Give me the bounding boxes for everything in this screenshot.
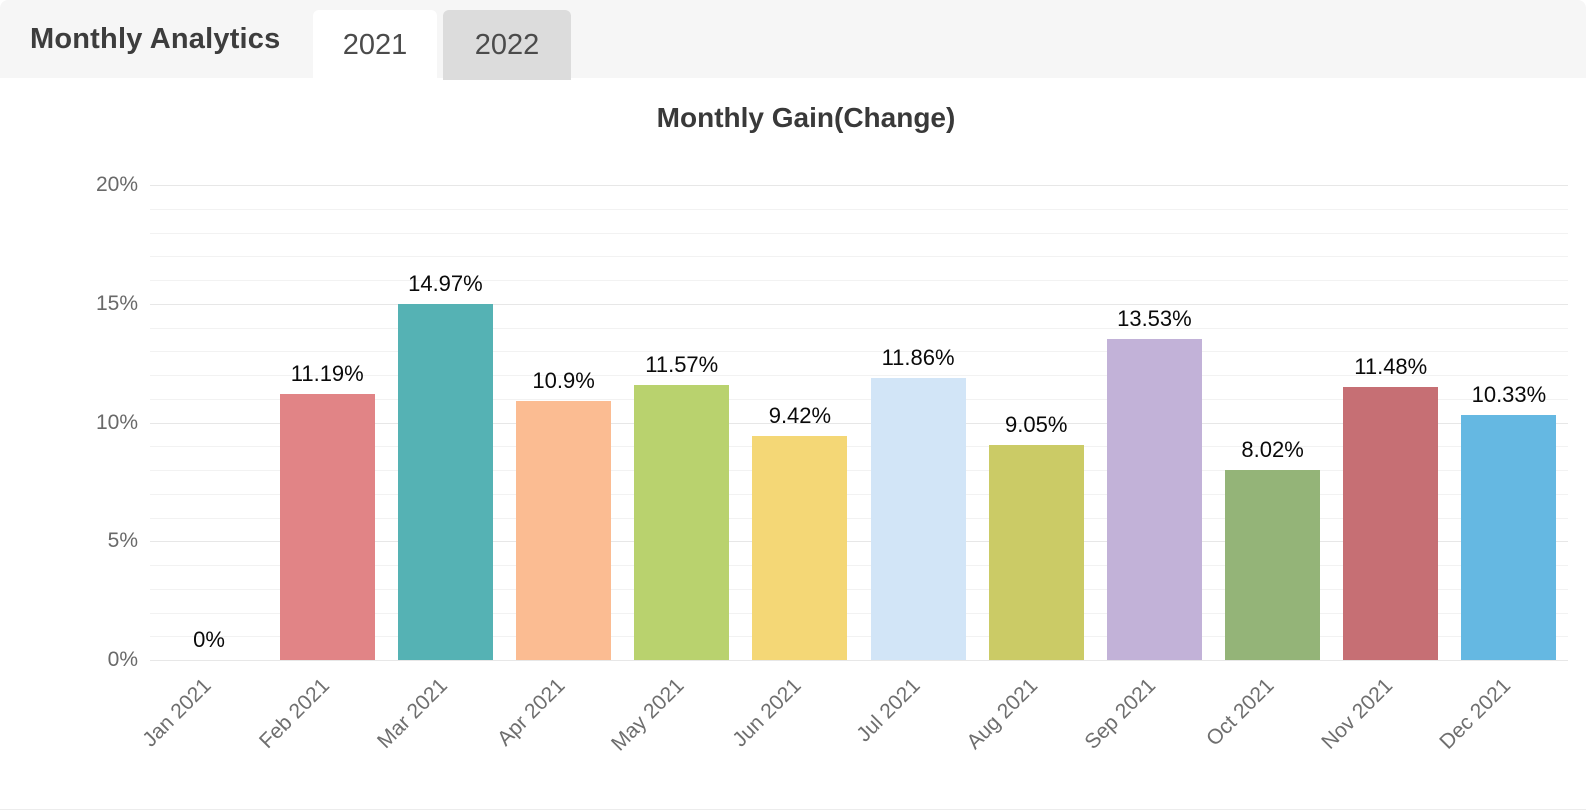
bar-feb-2021[interactable] bbox=[279, 394, 375, 660]
gridline bbox=[150, 565, 1568, 566]
panel-title: Monthly Analytics bbox=[30, 22, 281, 55]
tab-2022[interactable]: 2022 bbox=[443, 10, 571, 80]
tab-bar: Monthly Analytics 2021 2022 bbox=[0, 0, 1586, 80]
bar-value-label: 0% bbox=[193, 627, 225, 652]
bar-sep-2021[interactable] bbox=[1106, 338, 1202, 660]
bar-nov-2021[interactable] bbox=[1343, 387, 1439, 660]
x-axis-tick-text: May 2021 bbox=[606, 674, 689, 756]
x-axis-tick-text: Jun 2021 bbox=[728, 674, 807, 752]
gridline bbox=[150, 470, 1568, 471]
y-axis-tick-label: 15% bbox=[95, 291, 138, 315]
gridline bbox=[150, 422, 1568, 424]
bar-value-label: 9.05% bbox=[1005, 412, 1068, 438]
gridline bbox=[150, 398, 1568, 400]
gridline bbox=[150, 303, 1568, 305]
tab-2021[interactable]: 2021 bbox=[313, 10, 437, 80]
x-axis-tick-text: Oct 2021 bbox=[1202, 674, 1279, 751]
bar-value-label: 11.57% bbox=[645, 352, 719, 378]
gridline bbox=[150, 493, 1568, 495]
gridline bbox=[150, 375, 1568, 376]
gridline bbox=[150, 541, 1568, 543]
x-axis-tick-text: Aug 2021 bbox=[962, 674, 1043, 754]
x-axis-tick-text: Jan 2021 bbox=[137, 674, 216, 752]
x-axis-tick-text: Nov 2021 bbox=[1317, 674, 1398, 754]
y-axis-tick-label: 0% bbox=[107, 648, 138, 671]
gridline bbox=[150, 351, 1568, 353]
plot-area: 0% 5% 10% 15% 20% 0% Jan 2021 11.19% Feb 2021 14.… bbox=[0, 78, 1586, 810]
bar-aug-2021[interactable] bbox=[988, 445, 1084, 660]
bar-apr-2021[interactable] bbox=[516, 401, 612, 660]
bar-dec-2021[interactable] bbox=[1461, 414, 1557, 660]
gridline bbox=[150, 280, 1568, 281]
gridline bbox=[150, 208, 1568, 210]
bar-value-label: 8.02% bbox=[1241, 436, 1304, 462]
bar-value-label: 10.9% bbox=[532, 368, 595, 394]
bar-value-label: 10.33% bbox=[1471, 381, 1547, 407]
bar-value-label: 14.97% bbox=[408, 271, 483, 297]
gridline bbox=[150, 232, 1568, 234]
x-axis-tick-text: Apr 2021 bbox=[493, 674, 570, 751]
bar-value-label: 9.42% bbox=[768, 403, 832, 429]
gridline bbox=[150, 256, 1568, 258]
gridline bbox=[150, 517, 1568, 519]
bar-value-label: 11.48% bbox=[1354, 354, 1428, 380]
bar-value-label: 11.19% bbox=[290, 361, 364, 387]
bar-mar-2021[interactable] bbox=[397, 304, 493, 660]
bar-jul-2021[interactable] bbox=[870, 378, 966, 660]
bar-jun-2021[interactable] bbox=[752, 436, 848, 660]
bar-value-label: 13.53% bbox=[1117, 305, 1192, 331]
bar-oct-2021[interactable] bbox=[1225, 469, 1321, 660]
bar-may-2021[interactable] bbox=[634, 385, 730, 660]
gridline bbox=[150, 446, 1568, 448]
bar-value-label: 11.86% bbox=[881, 345, 955, 371]
y-axis-tick-label: 20% bbox=[95, 173, 138, 196]
x-axis-tick-text: Mar 2021 bbox=[372, 674, 452, 753]
y-axis-tick-label: 10% bbox=[95, 410, 138, 434]
gridline bbox=[150, 660, 1568, 661]
x-axis-tick-text: Sep 2021 bbox=[1080, 674, 1161, 754]
chart-title: Monthly Gain(Change) bbox=[656, 102, 956, 133]
gridline bbox=[150, 636, 1568, 638]
gridline bbox=[150, 185, 1568, 186]
gridline bbox=[150, 612, 1568, 614]
gridline bbox=[150, 327, 1568, 329]
x-axis-tick-text: Dec 2021 bbox=[1435, 674, 1516, 754]
y-axis-tick-label: 5% bbox=[107, 529, 138, 553]
x-axis-tick-text: Feb 2021 bbox=[254, 674, 334, 754]
bar-chart: Monthly Gain(Change) 0% 5% 10% 15% 20% 0% Jan … bbox=[0, 78, 1586, 810]
x-axis-tick-text: Jul 2021 bbox=[851, 674, 925, 747]
gridline bbox=[150, 588, 1568, 590]
